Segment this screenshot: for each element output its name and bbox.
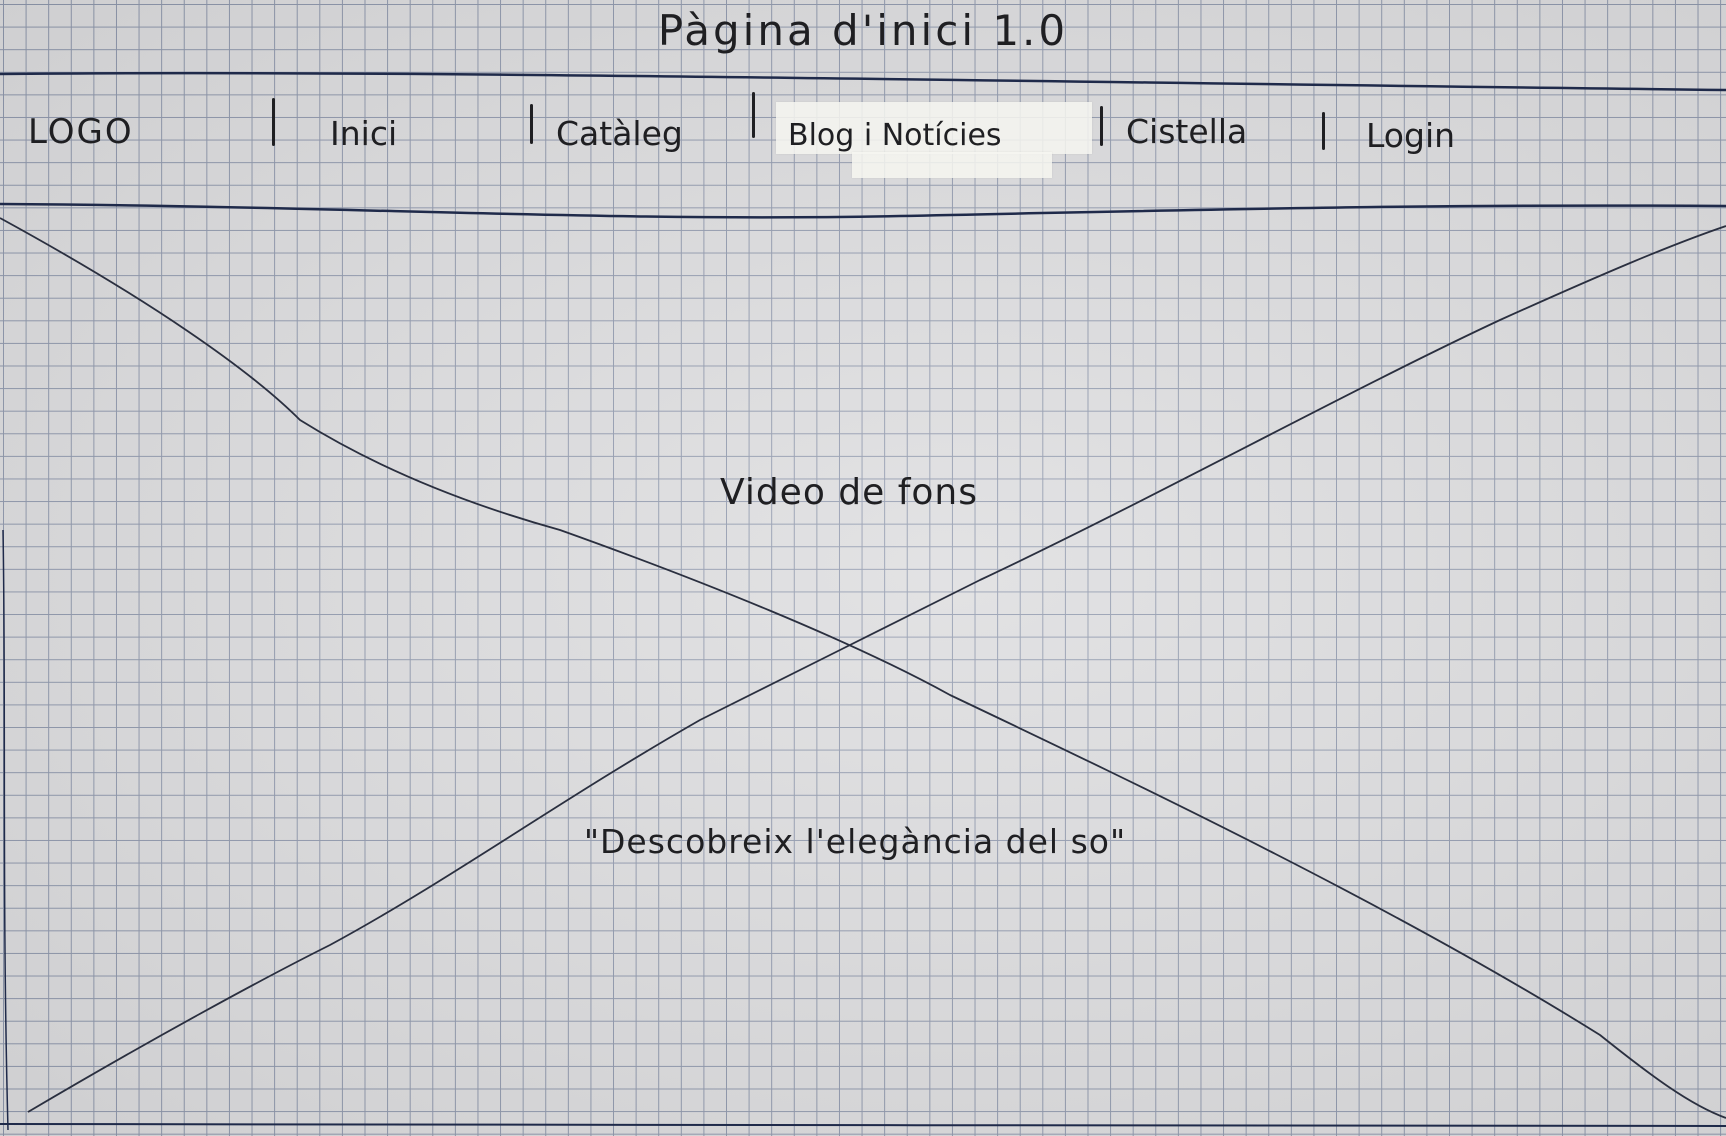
nav-separator: [272, 98, 275, 146]
tape-strip: [852, 152, 1052, 178]
nav-separator: [1100, 106, 1103, 146]
hero-tagline: "Descobreix l'elegància del so": [583, 822, 1127, 861]
navbar: LOGO Inici Catàleg Blog i Notícies Ciste…: [0, 76, 1726, 204]
nav-separator: [1322, 112, 1325, 150]
hero-video-placeholder: Video de fons "Descobreix l'elegància de…: [0, 210, 1726, 1126]
hero-background-video-label: Video de fons: [719, 472, 979, 513]
nav-item-blog-noticies[interactable]: Blog i Notícies: [788, 118, 1002, 153]
nav-separator: [530, 104, 533, 144]
page-title: Pàgina d'inici 1.0: [657, 6, 1069, 55]
nav-separator: [752, 92, 755, 138]
nav-item-login[interactable]: Login: [1366, 116, 1456, 155]
logo[interactable]: LOGO: [28, 112, 134, 152]
nav-item-inici[interactable]: Inici: [330, 114, 398, 153]
nav-item-cistella[interactable]: Cistella: [1126, 112, 1248, 151]
tape-strip: [776, 102, 1092, 154]
nav-item-cataleg[interactable]: Catàleg: [556, 114, 683, 153]
